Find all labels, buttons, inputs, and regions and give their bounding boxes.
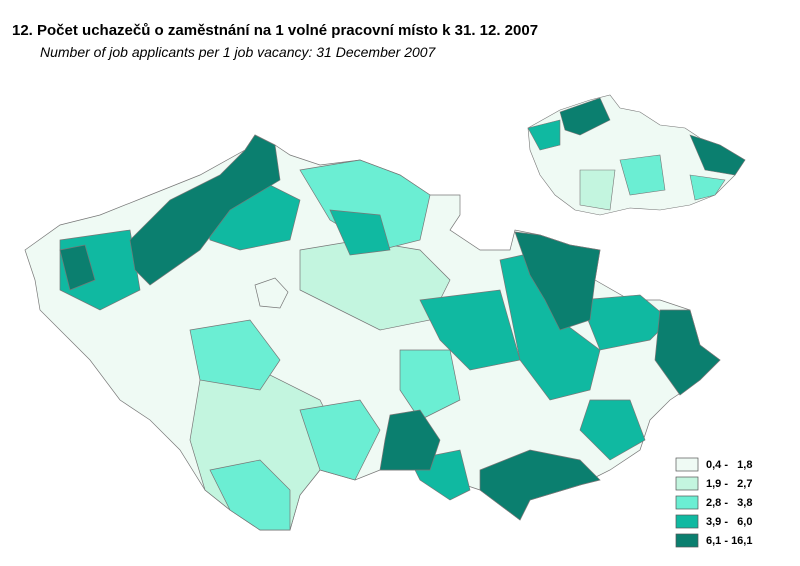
legend-swatch xyxy=(675,533,699,548)
legend-label: 3,9 - 6,0 xyxy=(706,516,752,528)
region xyxy=(399,349,461,421)
inset-region xyxy=(619,154,666,196)
inset-region xyxy=(559,97,611,136)
inset-region xyxy=(579,169,616,211)
legend-swatch xyxy=(675,457,699,472)
inset-region xyxy=(689,134,746,176)
region xyxy=(59,244,96,291)
subtitle: Number of job applicants per 1 job vacan… xyxy=(40,44,436,60)
region xyxy=(129,134,281,286)
region xyxy=(189,319,281,391)
region xyxy=(419,289,521,371)
prague xyxy=(254,277,289,309)
region xyxy=(514,231,601,331)
inset-map xyxy=(527,94,746,216)
title: 12. Počet uchazečů o zaměstnání na 1 vol… xyxy=(12,22,539,39)
region xyxy=(579,399,646,461)
legend-label: 2,8 - 3,8 xyxy=(706,497,752,509)
inset-region xyxy=(689,174,726,201)
main-map xyxy=(24,134,721,531)
region xyxy=(299,399,381,481)
region xyxy=(329,209,391,256)
legend-label: 6,1 - 16,1 xyxy=(706,535,752,547)
region xyxy=(479,449,601,521)
region xyxy=(209,459,291,531)
legend-swatch xyxy=(675,476,699,491)
legend-label: 1,9 - 2,7 xyxy=(706,478,752,490)
inset-region xyxy=(527,119,561,151)
region xyxy=(379,409,441,471)
legend-swatch xyxy=(675,514,699,529)
legend-swatch xyxy=(675,495,699,510)
legend-label: 0,4 - 1,8 xyxy=(706,459,752,471)
region xyxy=(654,309,721,396)
legend: 0,4 - 1,8 1,9 - 2,7 2,8 - 3,8 3,9 - 6,0 6,1 … xyxy=(675,457,752,548)
